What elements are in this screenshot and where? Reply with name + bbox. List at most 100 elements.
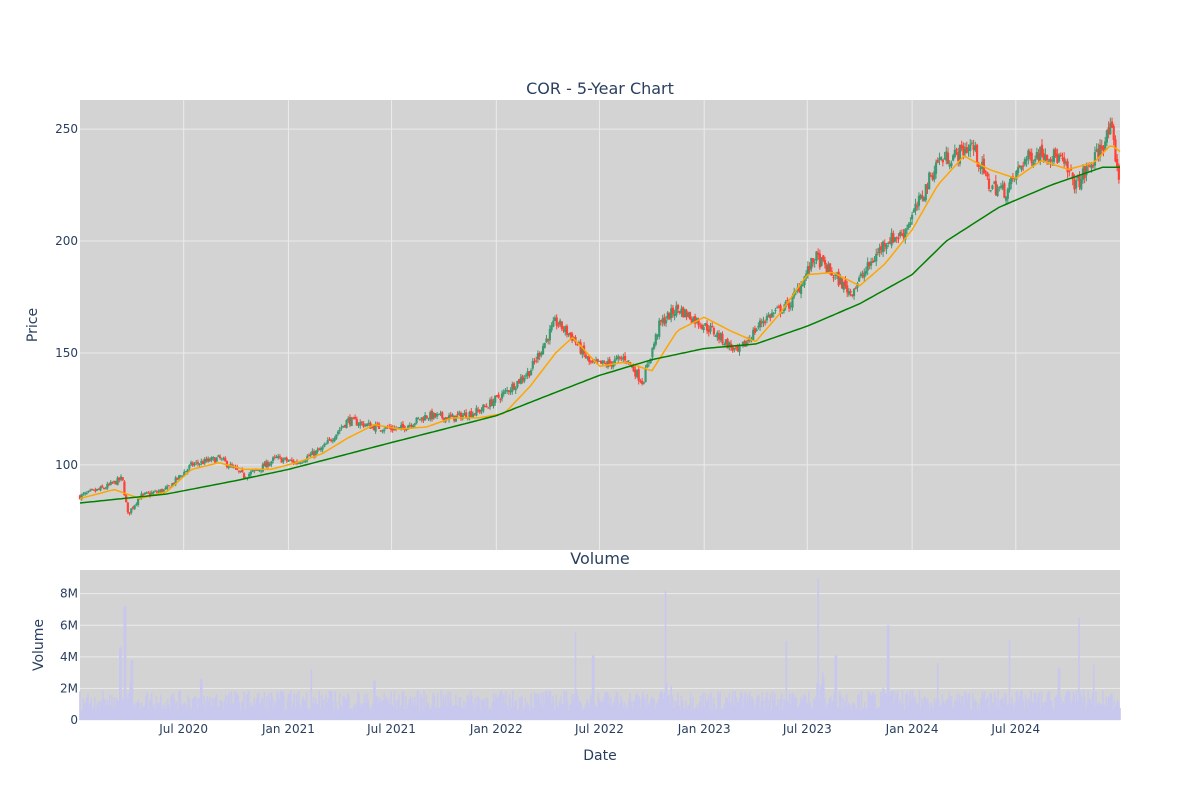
volume-y-axis-title: Volume <box>31 619 47 671</box>
volume-bar <box>1111 693 1113 720</box>
volume-bar <box>214 696 217 720</box>
volume-bar <box>400 704 403 720</box>
volume-bar <box>426 704 429 720</box>
candle-body <box>858 277 861 282</box>
candle <box>478 408 481 415</box>
volume-bar <box>981 692 983 720</box>
candle-body <box>714 335 717 337</box>
volume-bar <box>566 700 569 720</box>
volume-bar <box>173 699 176 720</box>
candle <box>176 477 179 481</box>
candle <box>842 281 845 293</box>
candle <box>451 413 454 417</box>
volume-bar <box>510 707 513 720</box>
candle-body <box>646 364 649 368</box>
volume-bar <box>673 700 676 720</box>
volume-bar <box>297 691 300 720</box>
volume-bar <box>116 700 119 720</box>
volume-bar <box>491 702 494 720</box>
candle-body <box>950 162 953 167</box>
candle-body <box>591 360 594 362</box>
volume-bar <box>1083 696 1086 720</box>
candle-body <box>131 507 135 509</box>
volume-bar <box>1012 704 1014 720</box>
candle-body <box>408 424 411 427</box>
candle <box>364 423 367 428</box>
candle <box>1098 139 1102 162</box>
volume-bar <box>1112 710 1114 720</box>
volume-bar <box>703 706 706 720</box>
volume-bar <box>373 680 375 720</box>
volume-bar <box>729 704 732 720</box>
candle-body <box>377 423 381 430</box>
candle <box>991 184 994 190</box>
candle <box>916 201 919 211</box>
volume-bar <box>1059 697 1062 720</box>
volume-bar <box>596 707 598 720</box>
candle <box>675 301 678 318</box>
candle-body <box>273 456 276 458</box>
candle-body <box>589 361 592 363</box>
volume-bar <box>127 698 129 720</box>
volume-bar <box>146 692 149 720</box>
volume-bar <box>909 690 912 720</box>
volume-bar <box>639 707 642 720</box>
volume-bar <box>505 691 507 720</box>
volume-bar <box>435 707 438 720</box>
candle <box>343 424 346 428</box>
candle-body <box>943 158 946 160</box>
price-y-axis-title: Price <box>25 308 41 342</box>
volume-bar <box>881 695 883 720</box>
candle <box>350 416 353 427</box>
candle <box>733 347 736 353</box>
volume-bar <box>600 701 603 720</box>
candle <box>263 461 266 467</box>
candle-body <box>615 357 618 359</box>
candle-body <box>782 307 786 312</box>
volume-bar <box>998 707 1001 720</box>
candle <box>861 270 864 279</box>
candle <box>519 374 522 385</box>
volume-bar <box>876 708 879 720</box>
candle <box>1028 148 1032 161</box>
candle <box>434 412 437 419</box>
volume-bar <box>644 698 646 720</box>
volume-bar <box>607 694 610 720</box>
volume-bar <box>562 703 564 720</box>
candle-body <box>998 187 1001 189</box>
volume-bar <box>117 701 120 720</box>
volume-bar <box>1094 706 1096 720</box>
candle <box>184 471 188 473</box>
xtick-label: Jul 2022 <box>574 722 624 736</box>
volume-bar <box>161 709 163 720</box>
volume-bar <box>201 678 203 720</box>
volume-bar <box>288 694 291 720</box>
volume-bar <box>604 692 606 720</box>
candle-body <box>618 357 622 359</box>
candle <box>500 390 504 402</box>
volume-bar <box>590 694 593 720</box>
volume-bar <box>1088 699 1091 720</box>
volume-bar <box>385 696 388 720</box>
volume-bar <box>542 692 545 720</box>
volume-bar <box>455 694 457 720</box>
candle-body <box>405 428 408 431</box>
candle-body <box>215 457 218 462</box>
candle-body <box>355 418 358 426</box>
volume-bar <box>509 698 512 720</box>
volume-bar <box>448 702 450 720</box>
candle-body <box>360 421 364 423</box>
volume-bar <box>91 708 94 720</box>
volume-bar <box>925 701 928 720</box>
volume-bar <box>741 693 743 720</box>
candle-body <box>779 305 782 314</box>
volume-bar <box>1023 708 1026 720</box>
volume-bar <box>772 699 775 720</box>
candle <box>685 308 688 321</box>
candle-body <box>721 334 724 344</box>
volume-bar <box>493 700 496 720</box>
volume-bar <box>795 698 798 720</box>
candle <box>996 184 999 197</box>
candle <box>248 472 251 478</box>
volume-bar <box>1031 702 1034 720</box>
